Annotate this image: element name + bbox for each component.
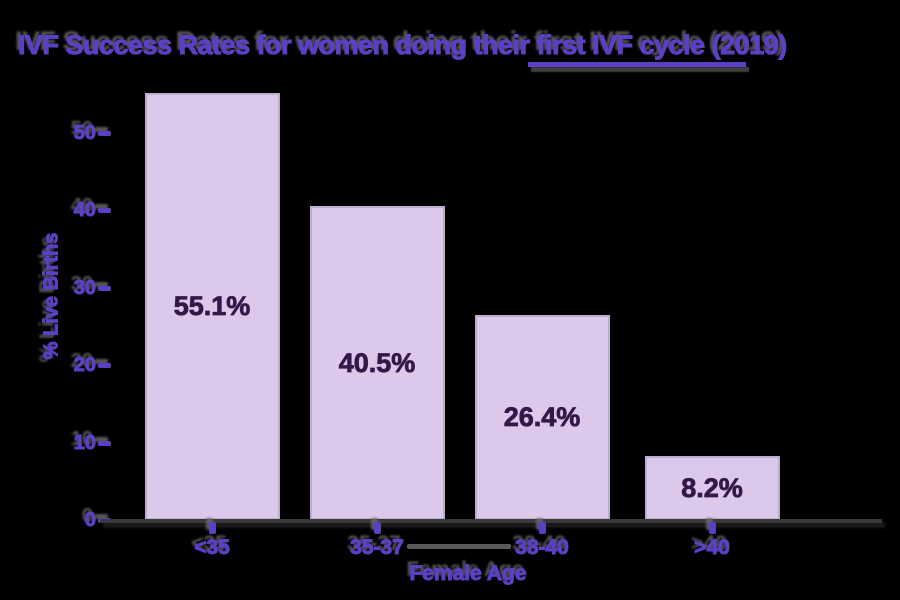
y-tick-label: 10 xyxy=(73,431,96,454)
y-tick-label: 50 xyxy=(73,121,96,144)
label-connector-line xyxy=(407,544,511,549)
y-tick-label: 0 xyxy=(84,509,96,532)
y-tick-mark xyxy=(98,130,111,136)
x-tick-mark xyxy=(374,522,381,534)
x-tick-label: <35 xyxy=(194,536,231,560)
bar->40: 8.2% xyxy=(644,456,780,520)
y-tick-mark xyxy=(98,285,111,291)
x-tick-mark xyxy=(539,522,546,534)
bar-value-label: 26.4% xyxy=(503,402,581,433)
x-tick-mark xyxy=(709,522,716,534)
x-tick-label: 38-40 xyxy=(515,536,570,560)
bar-35-37: 40.5% xyxy=(309,206,445,520)
bar-<35: 55.1% xyxy=(144,92,280,520)
x-tick-mark xyxy=(209,522,216,534)
bar-value-label: 40.5% xyxy=(338,347,416,378)
y-tick-mark xyxy=(98,208,111,213)
y-tick-label: 40 xyxy=(73,199,96,222)
bar-value-label: 55.1% xyxy=(173,290,251,322)
y-tick-label: 30 xyxy=(73,276,96,299)
y-tick-mark xyxy=(98,440,111,446)
chart-title: IVF Success Rates for women doing their … xyxy=(18,30,788,61)
x-axis-label: Female Age xyxy=(409,562,527,586)
y-tick-label: 20 xyxy=(73,354,96,377)
y-tick-mark xyxy=(98,363,111,368)
title-underline xyxy=(528,62,746,67)
x-tick-label: 35-37 xyxy=(350,536,405,560)
x-tick-label: >40 xyxy=(694,536,731,560)
bar-38-40: 26.4% xyxy=(474,315,610,520)
x-axis-line xyxy=(100,519,882,523)
bar-value-label: 8.2% xyxy=(681,472,743,503)
